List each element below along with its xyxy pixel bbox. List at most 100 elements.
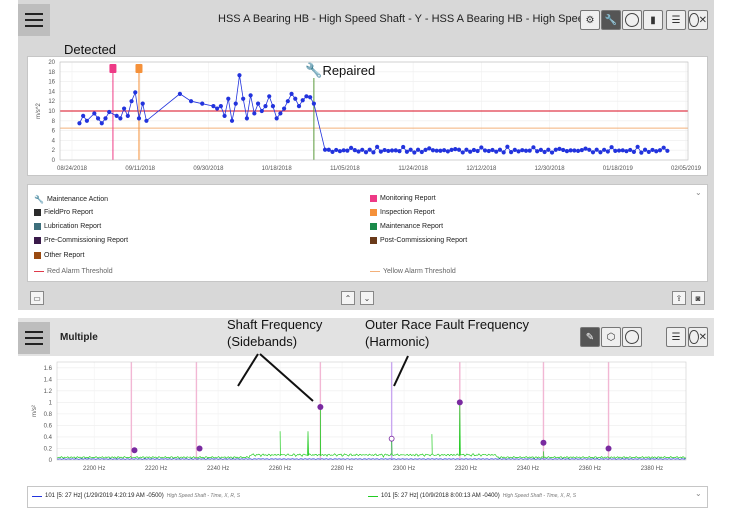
legend-other[interactable]: Other Report (34, 252, 84, 259)
menu-icon[interactable] (18, 322, 50, 354)
scroll-up-icon[interactable]: ⌃ (341, 291, 355, 305)
spectrum-legend-blue[interactable]: 101 [5: 27 Hz] (1/29/2019 4:20:19 AM -05… (32, 493, 240, 499)
trend-data-point (423, 147, 428, 152)
x-tick-label: 12/12/2018 (466, 166, 497, 172)
sideband-marker (540, 439, 547, 446)
trend-data-point (241, 96, 246, 101)
bar-chart-icon[interactable]: ▮ (643, 10, 663, 30)
x-tick-label: 2300 Hz (393, 466, 415, 472)
trend-data-point (393, 148, 398, 153)
inspection-flag (135, 64, 143, 73)
x-tick-label: 2340 Hz (517, 466, 539, 472)
spectrum-legend-green[interactable]: 101 [5: 27 Hz] (10/9/2018 8:00:13 AM -04… (368, 493, 576, 499)
trend-data-point (427, 146, 432, 151)
bottom-chart-title: Multiple (60, 332, 98, 343)
plot-frame (56, 361, 687, 461)
legend-collapse-icon[interactable]: ⌄ (695, 188, 702, 197)
spectrum-legend-collapse-icon[interactable]: ⌄ (695, 489, 702, 498)
red-alarm-line (34, 271, 44, 272)
sliders-icon[interactable]: ☰ (666, 327, 686, 347)
x-tick-label: 2240 Hz (207, 466, 229, 472)
trend-data-point (453, 147, 458, 152)
trend-data-point (229, 118, 235, 123)
trend-data-point (572, 148, 577, 153)
circle-icon[interactable] (622, 327, 642, 347)
legend-sub-label: High Speed Shaft - Time, X, R, S (502, 493, 577, 499)
trend-data-point (337, 149, 343, 154)
trend-data-point (378, 149, 383, 154)
trend-data-point (657, 148, 663, 153)
trend-data-point (650, 147, 655, 153)
top-toolbar: HSS A Bearing HB - High Speed Shaft - Y … (18, 0, 714, 40)
trend-data-point (140, 101, 145, 106)
legend-red-alarm[interactable]: Red Alarm Threshold (34, 268, 113, 275)
menu-icon[interactable] (18, 4, 50, 36)
trend-data-point (631, 149, 637, 154)
pen-icon[interactable]: ✎ (580, 327, 600, 347)
legend-yellow-alarm[interactable]: Yellow Alarm Threshold (370, 268, 456, 275)
x-tick-label: 09/30/2018 (193, 166, 224, 172)
export-icon[interactable]: ⇪ (672, 291, 686, 305)
trend-data-point (445, 149, 450, 154)
circle-icon[interactable] (622, 10, 642, 30)
legend-panel (27, 184, 708, 282)
green-spectrum-line (56, 402, 687, 460)
legend-maintenance[interactable]: Maintenance Report (370, 223, 443, 230)
top-chart-title: HSS A Bearing HB - High Speed Shaft - Y … (218, 13, 626, 25)
repaired-label: Repaired (322, 63, 376, 78)
trend-data-point (300, 98, 305, 103)
sideband-marker (456, 399, 463, 406)
trend-data-point (531, 145, 536, 150)
wrench-icon[interactable]: 🔧 (601, 10, 621, 30)
trend-data-point (363, 150, 369, 155)
legend-label: Maintenance Action (46, 196, 109, 203)
sliders-icon[interactable]: ☰ (666, 10, 686, 30)
trend-data-point (456, 147, 462, 152)
trend-data-point (248, 93, 253, 98)
x-tick-label: 11/05/2018 (330, 166, 360, 172)
y-tick-label: 0 (49, 458, 53, 464)
legend-fieldpro[interactable]: FieldPro Report (34, 209, 93, 216)
legend-monitoring[interactable]: Monitoring Report (370, 195, 436, 202)
trend-data-point (386, 148, 391, 154)
trend-data-point (211, 104, 216, 109)
legend-label: Pre-Commissioning Report (44, 237, 129, 244)
spectrum-legend-panel (27, 486, 708, 508)
legend-lubrication[interactable]: Lubrication Report (34, 223, 101, 230)
trend-data-point (412, 150, 417, 155)
lubrication-swatch (34, 223, 41, 230)
legend-label: 101 [5: 27 Hz] (1/29/2019 4:20:19 AM -05… (45, 493, 164, 499)
trend-data-point (464, 147, 469, 152)
scroll-down-icon[interactable]: ⌄ (360, 291, 374, 305)
legend-label: 101 [5: 27 Hz] (10/9/2018 8:00:13 AM -04… (381, 493, 500, 499)
trend-data-point (535, 149, 540, 154)
trend-chart: 0 2 4 6 8 10 12 14 16 18 20 08/24/2018 09/11/2018 09/… (36, 60, 702, 172)
y-tick-label: 4 (52, 138, 56, 144)
y-tick-label: 0.6 (44, 423, 53, 429)
trend-data-point (434, 148, 439, 153)
trend-data-point (523, 148, 529, 153)
trend-data-point (293, 96, 298, 101)
trend-data-point (442, 148, 447, 153)
trend-data-point (259, 108, 264, 114)
calendar-icon[interactable]: ▭ (30, 291, 44, 305)
trend-data-point (561, 147, 566, 153)
y-tick-label: 1.6 (44, 366, 53, 372)
trend-data-point (296, 104, 302, 109)
legend-label: Other Report (44, 252, 85, 259)
cube-icon[interactable]: ⬡ (601, 327, 621, 347)
legend-postcomm[interactable]: Post-Commissioning Report (370, 237, 467, 244)
close-icon[interactable]: ✕ (688, 327, 708, 347)
trend-data-point (233, 101, 238, 106)
close-icon[interactable]: ✕ (688, 10, 708, 30)
trend-data-point (330, 149, 335, 154)
repaired-annotation: 🔧Repaired (305, 62, 375, 79)
trend-data-point (144, 118, 149, 123)
trend-data-point (118, 116, 123, 121)
legend-precomm[interactable]: Pre-Commissioning Report (34, 237, 128, 244)
legend-inspection[interactable]: Inspection Report (370, 209, 435, 216)
settings-tool-icon[interactable]: ⚙ (580, 10, 600, 30)
camera-icon[interactable]: ◙ (691, 291, 705, 305)
legend-maintenance-action[interactable]: 🔧 Maintenance Action (34, 195, 108, 204)
legend-label: Post-Commissioning Report (380, 237, 468, 244)
